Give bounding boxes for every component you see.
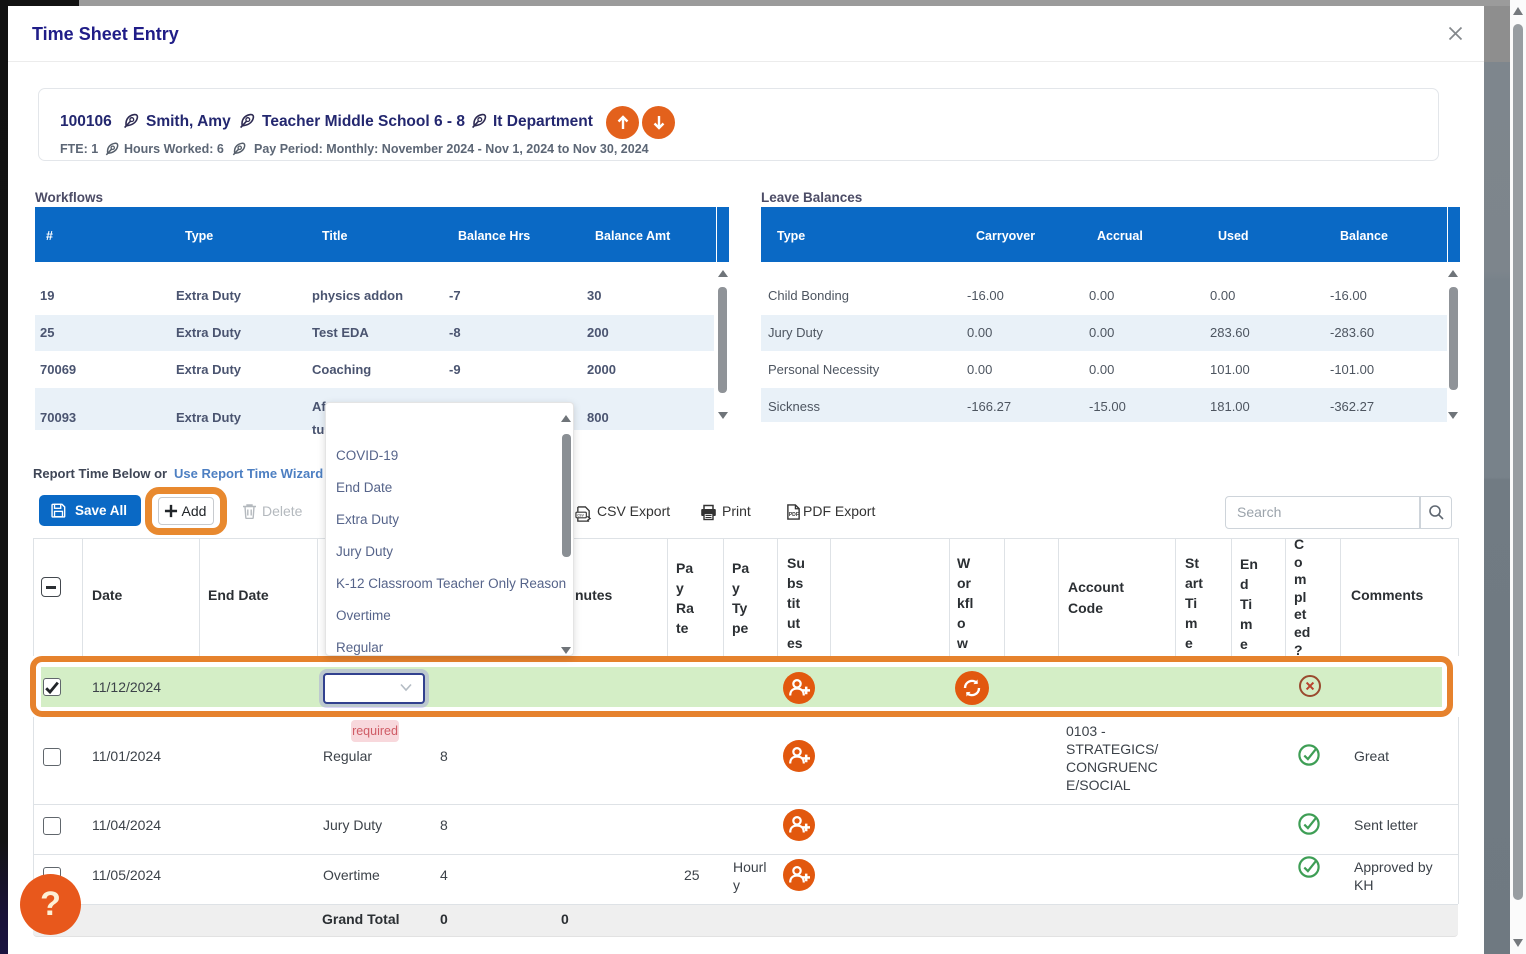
svg-text:csv: csv [577, 513, 584, 518]
svg-text:PDF: PDF [789, 512, 799, 518]
